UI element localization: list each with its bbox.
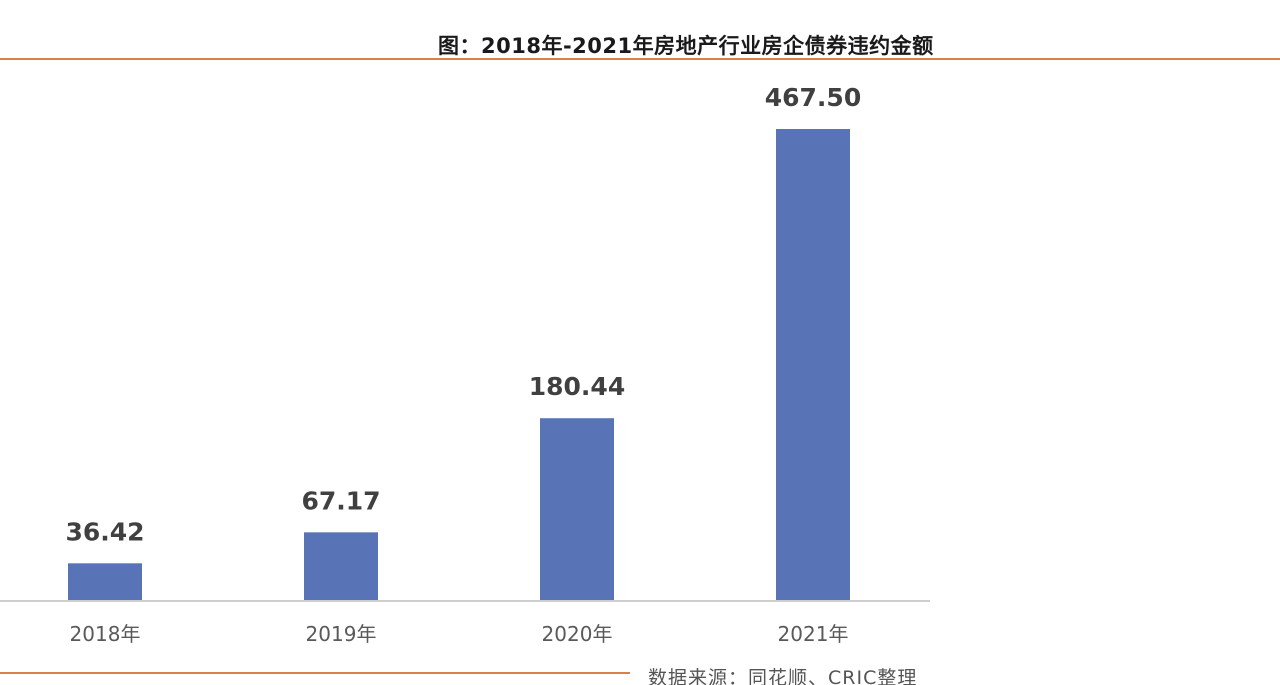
x-tick-label-1: 2019年 — [306, 622, 377, 646]
chart-title: 图：2018年-2021年房地产行业房企债券违约金额 — [438, 34, 934, 58]
bars-layer — [68, 129, 850, 600]
value-label-2: 180.44 — [529, 372, 625, 401]
x-tick-labels-layer: 2018年 2019年 2020年 2021年 — [70, 622, 849, 646]
value-labels-layer: 36.42 67.17 180.44 467.50 — [65, 83, 861, 546]
footer-divider — [0, 672, 630, 674]
bar-2 — [540, 418, 614, 600]
source-note: 数据来源：同花顺、CRIC整理 — [648, 667, 918, 685]
x-tick-label-0: 2018年 — [70, 622, 141, 646]
title-divider — [0, 58, 1280, 60]
x-tick-label-2: 2020年 — [542, 622, 613, 646]
bar-0 — [68, 563, 142, 600]
value-label-3: 467.50 — [765, 83, 861, 112]
value-label-0: 36.42 — [65, 517, 144, 546]
bar-3 — [776, 129, 850, 600]
value-label-1: 67.17 — [301, 486, 380, 515]
bar-1 — [304, 532, 378, 600]
x-tick-label-3: 2021年 — [778, 622, 849, 646]
